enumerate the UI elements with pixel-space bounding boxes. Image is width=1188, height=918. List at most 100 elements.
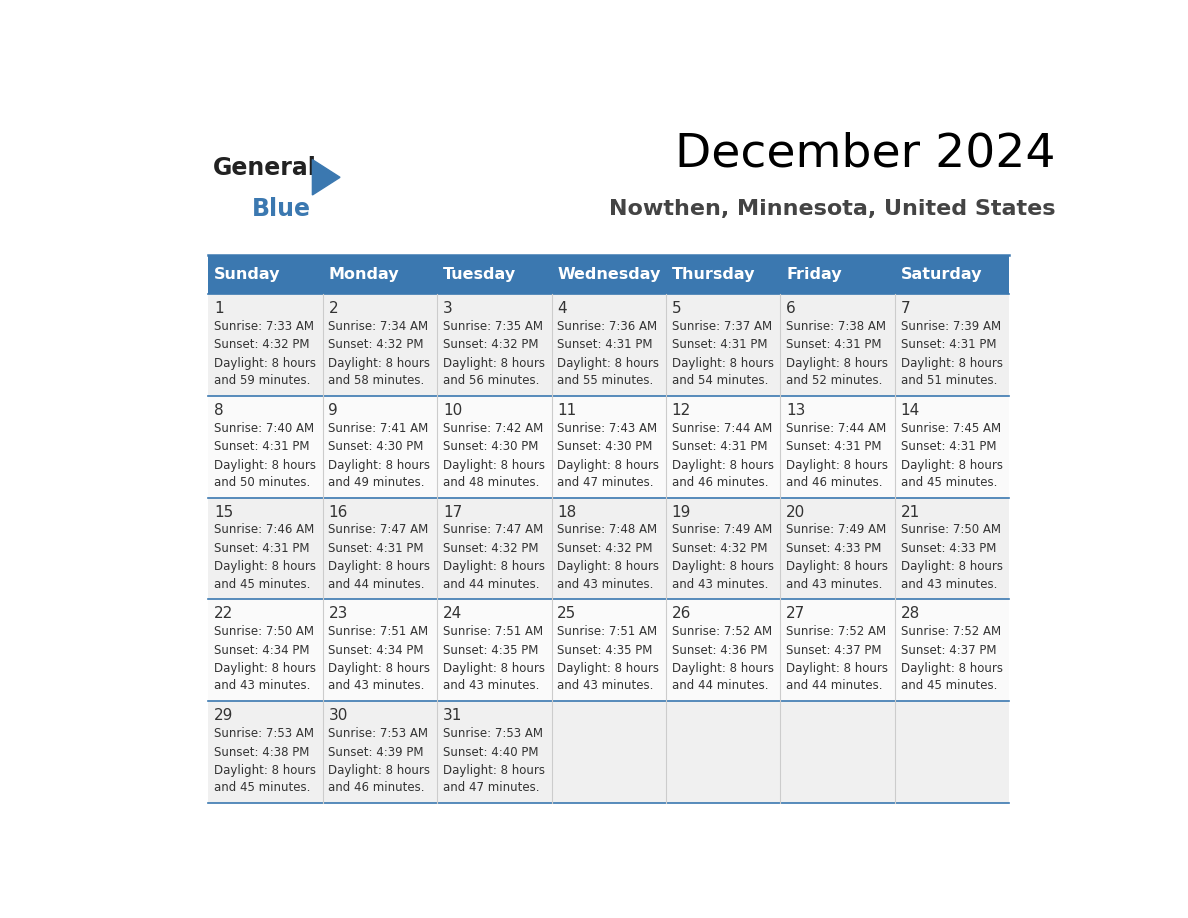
Text: Sunrise: 7:47 AM: Sunrise: 7:47 AM: [443, 523, 543, 536]
Text: Wednesday: Wednesday: [557, 267, 661, 282]
FancyBboxPatch shape: [551, 255, 666, 294]
FancyBboxPatch shape: [781, 701, 895, 803]
Text: Tuesday: Tuesday: [443, 267, 516, 282]
Text: Sunrise: 7:53 AM: Sunrise: 7:53 AM: [214, 727, 314, 740]
Text: 31: 31: [443, 708, 462, 723]
Text: and 54 minutes.: and 54 minutes.: [671, 375, 769, 387]
FancyBboxPatch shape: [437, 498, 551, 599]
Text: Daylight: 8 hours: Daylight: 8 hours: [329, 764, 430, 777]
Text: Sunrise: 7:33 AM: Sunrise: 7:33 AM: [214, 319, 314, 333]
Text: Sunset: 4:30 PM: Sunset: 4:30 PM: [557, 440, 652, 453]
Text: Daylight: 8 hours: Daylight: 8 hours: [329, 560, 430, 574]
Text: Sunset: 4:35 PM: Sunset: 4:35 PM: [557, 644, 652, 656]
Text: Sunset: 4:31 PM: Sunset: 4:31 PM: [901, 339, 997, 352]
FancyBboxPatch shape: [551, 701, 666, 803]
FancyBboxPatch shape: [895, 255, 1010, 294]
Text: 11: 11: [557, 403, 576, 418]
Text: 7: 7: [901, 301, 910, 316]
Text: Sunset: 4:37 PM: Sunset: 4:37 PM: [786, 644, 881, 656]
Text: 19: 19: [671, 505, 691, 520]
Text: Daylight: 8 hours: Daylight: 8 hours: [214, 764, 316, 777]
FancyBboxPatch shape: [551, 498, 666, 599]
Text: Sunset: 4:39 PM: Sunset: 4:39 PM: [329, 745, 424, 758]
Text: Sunset: 4:32 PM: Sunset: 4:32 PM: [443, 542, 538, 554]
Text: Sunrise: 7:52 AM: Sunrise: 7:52 AM: [901, 625, 1000, 638]
Text: Daylight: 8 hours: Daylight: 8 hours: [671, 357, 773, 370]
FancyBboxPatch shape: [666, 255, 781, 294]
Text: Sunrise: 7:50 AM: Sunrise: 7:50 AM: [214, 625, 314, 638]
Text: Sunrise: 7:43 AM: Sunrise: 7:43 AM: [557, 421, 657, 435]
FancyBboxPatch shape: [551, 294, 666, 396]
Text: Sunrise: 7:36 AM: Sunrise: 7:36 AM: [557, 319, 657, 333]
Text: Daylight: 8 hours: Daylight: 8 hours: [329, 459, 430, 472]
Text: Sunset: 4:32 PM: Sunset: 4:32 PM: [329, 339, 424, 352]
Text: Daylight: 8 hours: Daylight: 8 hours: [901, 357, 1003, 370]
Text: Sunrise: 7:44 AM: Sunrise: 7:44 AM: [786, 421, 886, 435]
FancyBboxPatch shape: [208, 294, 323, 396]
Text: Sunset: 4:30 PM: Sunset: 4:30 PM: [443, 440, 538, 453]
FancyBboxPatch shape: [781, 396, 895, 498]
Text: Thursday: Thursday: [671, 267, 756, 282]
Text: and 44 minutes.: and 44 minutes.: [786, 679, 883, 692]
Text: and 44 minutes.: and 44 minutes.: [443, 577, 539, 590]
Text: and 43 minutes.: and 43 minutes.: [557, 577, 653, 590]
Text: 28: 28: [901, 607, 920, 621]
FancyBboxPatch shape: [323, 255, 437, 294]
Text: Sunset: 4:35 PM: Sunset: 4:35 PM: [443, 644, 538, 656]
Text: Daylight: 8 hours: Daylight: 8 hours: [671, 459, 773, 472]
Text: Sunset: 4:33 PM: Sunset: 4:33 PM: [786, 542, 881, 554]
Text: 24: 24: [443, 607, 462, 621]
Text: Sunset: 4:31 PM: Sunset: 4:31 PM: [557, 339, 653, 352]
Text: Daylight: 8 hours: Daylight: 8 hours: [214, 459, 316, 472]
Text: Sunday: Sunday: [214, 267, 280, 282]
Text: Sunrise: 7:44 AM: Sunrise: 7:44 AM: [671, 421, 772, 435]
FancyBboxPatch shape: [208, 701, 323, 803]
FancyBboxPatch shape: [323, 396, 437, 498]
Text: Blue: Blue: [252, 197, 310, 221]
Text: 25: 25: [557, 607, 576, 621]
Text: Daylight: 8 hours: Daylight: 8 hours: [786, 357, 889, 370]
FancyBboxPatch shape: [323, 498, 437, 599]
Text: Sunset: 4:32 PM: Sunset: 4:32 PM: [214, 339, 310, 352]
FancyBboxPatch shape: [666, 599, 781, 701]
Text: 9: 9: [329, 403, 339, 418]
Text: Sunrise: 7:35 AM: Sunrise: 7:35 AM: [443, 319, 543, 333]
Text: and 45 minutes.: and 45 minutes.: [901, 679, 997, 692]
Text: and 43 minutes.: and 43 minutes.: [671, 577, 769, 590]
Text: Sunrise: 7:51 AM: Sunrise: 7:51 AM: [557, 625, 657, 638]
Text: 21: 21: [901, 505, 920, 520]
Text: and 46 minutes.: and 46 minutes.: [329, 781, 425, 794]
Text: and 43 minutes.: and 43 minutes.: [214, 679, 310, 692]
Text: and 45 minutes.: and 45 minutes.: [901, 476, 997, 489]
Text: Sunset: 4:32 PM: Sunset: 4:32 PM: [557, 542, 653, 554]
Text: Sunset: 4:32 PM: Sunset: 4:32 PM: [443, 339, 538, 352]
Text: Daylight: 8 hours: Daylight: 8 hours: [214, 662, 316, 675]
Text: 3: 3: [443, 301, 453, 316]
Text: 1: 1: [214, 301, 223, 316]
Text: and 58 minutes.: and 58 minutes.: [329, 375, 425, 387]
Text: Sunset: 4:36 PM: Sunset: 4:36 PM: [671, 644, 767, 656]
Text: and 43 minutes.: and 43 minutes.: [557, 679, 653, 692]
Text: and 46 minutes.: and 46 minutes.: [786, 476, 883, 489]
Text: and 47 minutes.: and 47 minutes.: [557, 476, 653, 489]
Text: Sunset: 4:31 PM: Sunset: 4:31 PM: [671, 339, 767, 352]
Text: Sunrise: 7:37 AM: Sunrise: 7:37 AM: [671, 319, 772, 333]
Text: 15: 15: [214, 505, 233, 520]
FancyBboxPatch shape: [666, 294, 781, 396]
Text: Sunset: 4:31 PM: Sunset: 4:31 PM: [214, 440, 310, 453]
Text: Sunrise: 7:51 AM: Sunrise: 7:51 AM: [329, 625, 429, 638]
Text: Sunset: 4:33 PM: Sunset: 4:33 PM: [901, 542, 996, 554]
Text: Sunset: 4:31 PM: Sunset: 4:31 PM: [214, 542, 310, 554]
Text: Sunrise: 7:34 AM: Sunrise: 7:34 AM: [329, 319, 429, 333]
FancyBboxPatch shape: [437, 599, 551, 701]
Text: Daylight: 8 hours: Daylight: 8 hours: [901, 459, 1003, 472]
Text: Sunrise: 7:51 AM: Sunrise: 7:51 AM: [443, 625, 543, 638]
FancyBboxPatch shape: [323, 701, 437, 803]
Text: Daylight: 8 hours: Daylight: 8 hours: [443, 459, 545, 472]
FancyBboxPatch shape: [895, 396, 1010, 498]
FancyBboxPatch shape: [551, 599, 666, 701]
FancyBboxPatch shape: [437, 701, 551, 803]
FancyBboxPatch shape: [437, 294, 551, 396]
Text: December 2024: December 2024: [675, 131, 1055, 176]
Text: 29: 29: [214, 708, 233, 723]
